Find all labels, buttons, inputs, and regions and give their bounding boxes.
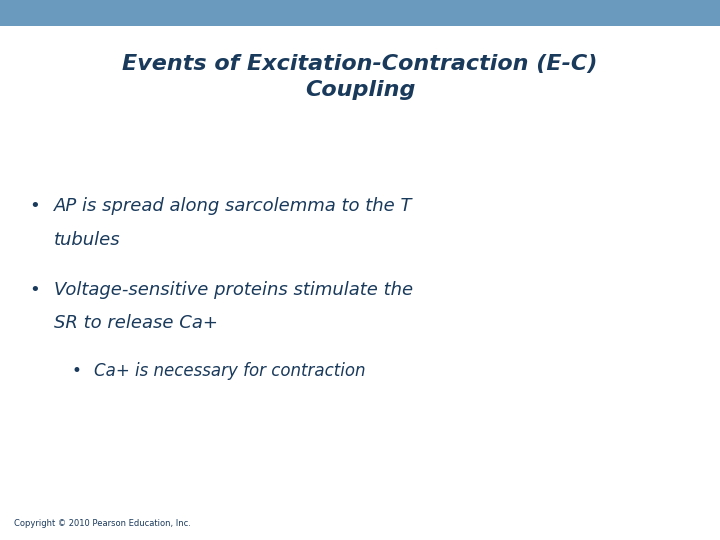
Text: Copyright © 2010 Pearson Education, Inc.: Copyright © 2010 Pearson Education, Inc. [14,519,192,528]
Text: Ca+ is necessary for contraction: Ca+ is necessary for contraction [94,362,365,380]
Text: SR to release Ca+: SR to release Ca+ [54,314,218,332]
FancyBboxPatch shape [0,0,720,26]
Text: Events of Excitation-Contraction (E-C)
Coupling: Events of Excitation-Contraction (E-C) C… [122,54,598,99]
Text: •: • [29,281,40,299]
Text: Voltage-sensitive proteins stimulate the: Voltage-sensitive proteins stimulate the [54,281,413,299]
Text: •: • [72,362,82,380]
Text: •: • [29,197,40,215]
Text: AP is spread along sarcolemma to the T: AP is spread along sarcolemma to the T [54,197,413,215]
Text: tubules: tubules [54,231,121,249]
